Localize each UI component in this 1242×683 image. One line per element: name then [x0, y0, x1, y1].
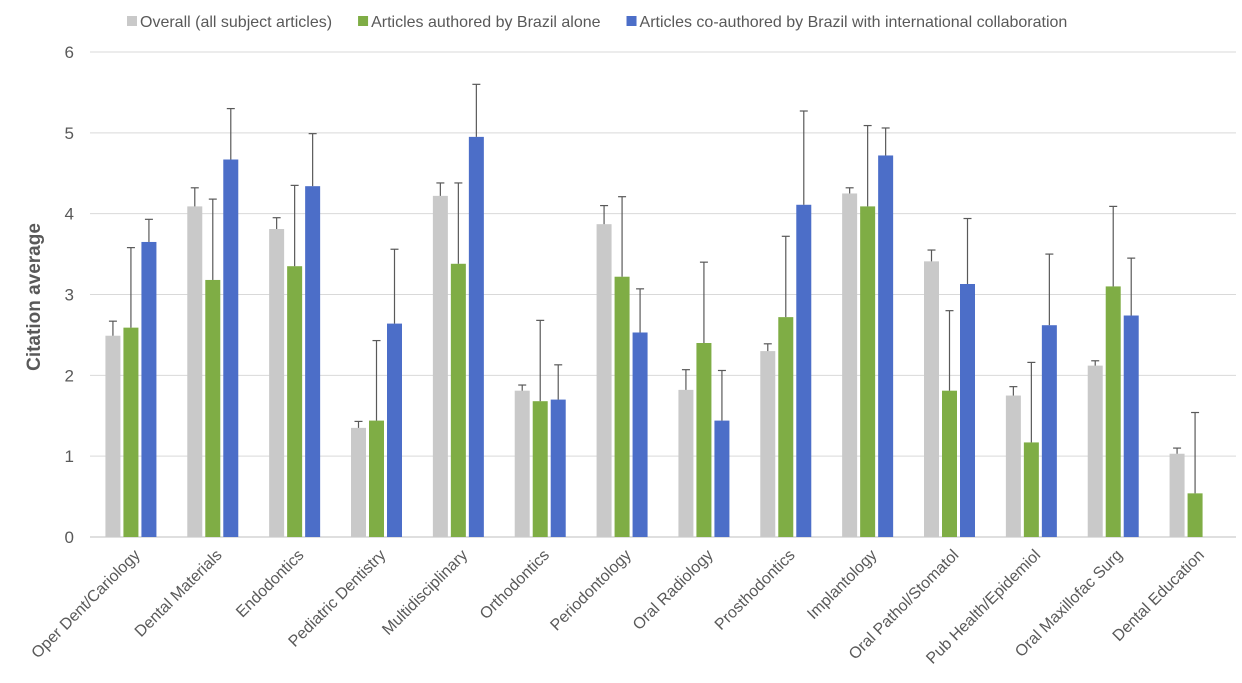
error-bars [108, 83, 1200, 494]
bar-1-8 [778, 317, 794, 537]
bar-2-1 [223, 159, 239, 537]
y-tick-label: 1 [65, 447, 74, 466]
x-tick-label: Endodontics [233, 547, 307, 621]
bar-0-5 [514, 390, 530, 537]
bar-1-7 [696, 343, 712, 537]
bar-0-11 [1005, 395, 1021, 537]
bar-1-9 [860, 206, 876, 537]
bar-0-6 [596, 224, 612, 538]
bar-0-4 [432, 195, 448, 537]
bar-0-1 [187, 206, 203, 537]
legend-swatch-0 [127, 16, 137, 26]
bar-1-3 [369, 420, 384, 537]
legend-swatch-2 [626, 16, 637, 26]
bars [105, 136, 1203, 538]
bar-1-10 [942, 390, 957, 537]
x-tick-label: Orthodontics [477, 547, 553, 623]
bar-2-12 [1123, 315, 1139, 537]
bar-2-4 [468, 136, 484, 537]
y-tick-label: 6 [65, 43, 74, 62]
bar-0-12 [1087, 365, 1103, 537]
legend-label-1: Articles authored by Brazil alone [371, 14, 601, 31]
bar-1-5 [532, 401, 548, 537]
gridlines [90, 51, 1236, 538]
bar-1-6 [614, 276, 630, 537]
bar-2-9 [878, 155, 894, 537]
bar-1-0 [123, 327, 139, 537]
bar-2-0 [141, 241, 157, 538]
bar-2-3 [387, 323, 402, 537]
y-tick-label: 3 [65, 286, 74, 305]
bar-0-2 [269, 229, 285, 537]
bar-0-13 [1169, 453, 1185, 537]
bar-0-9 [842, 193, 858, 538]
bar-0-10 [924, 261, 939, 537]
x-tick-label: Prosthodontics [712, 547, 799, 634]
bar-2-7 [714, 420, 730, 537]
x-tick-label: Implantology [804, 547, 880, 623]
legend-label-0: Overall (all subject articles) [140, 14, 332, 31]
y-tick-label: 4 [65, 205, 74, 224]
bar-2-8 [796, 204, 812, 537]
y-tick-label: 2 [65, 366, 74, 385]
bar-1-12 [1105, 286, 1121, 537]
x-tick-label: Oper Dent/Cariology [29, 547, 144, 662]
legend-label-2: Articles co-authored by Brazil with inte… [640, 14, 1068, 31]
bar-1-1 [205, 279, 221, 537]
bar-1-13 [1187, 493, 1203, 537]
x-tick-label: Dental Education [1110, 547, 1208, 645]
legend-swatch-1 [358, 16, 369, 26]
bar-0-0 [105, 335, 121, 537]
legend: Overall (all subject articles) Articles a… [127, 14, 1067, 31]
y-tick-label: 5 [65, 124, 74, 143]
bar-0-8 [760, 351, 776, 537]
bar-2-10 [960, 283, 975, 537]
bar-2-5 [550, 399, 566, 537]
bar-1-4 [450, 263, 466, 537]
x-tick-label: Periodontology [547, 547, 635, 635]
y-axis-ticks: 0 1 2 3 4 5 6 [65, 43, 74, 547]
x-tick-label: Multidisciplinary [379, 547, 471, 639]
x-tick-label: Oral Radiology [630, 547, 717, 634]
bar-1-11 [1023, 442, 1039, 537]
bar-2-11 [1041, 325, 1057, 537]
bar-2-6 [632, 332, 648, 537]
y-tick-label: 0 [65, 528, 74, 547]
bar-0-7 [678, 389, 694, 537]
x-tick-label: Dental Materials [132, 547, 226, 641]
bar-1-2 [287, 266, 303, 537]
bar-0-3 [351, 427, 366, 537]
y-axis-label: Citation average [24, 223, 45, 371]
bar-2-2 [305, 186, 321, 537]
